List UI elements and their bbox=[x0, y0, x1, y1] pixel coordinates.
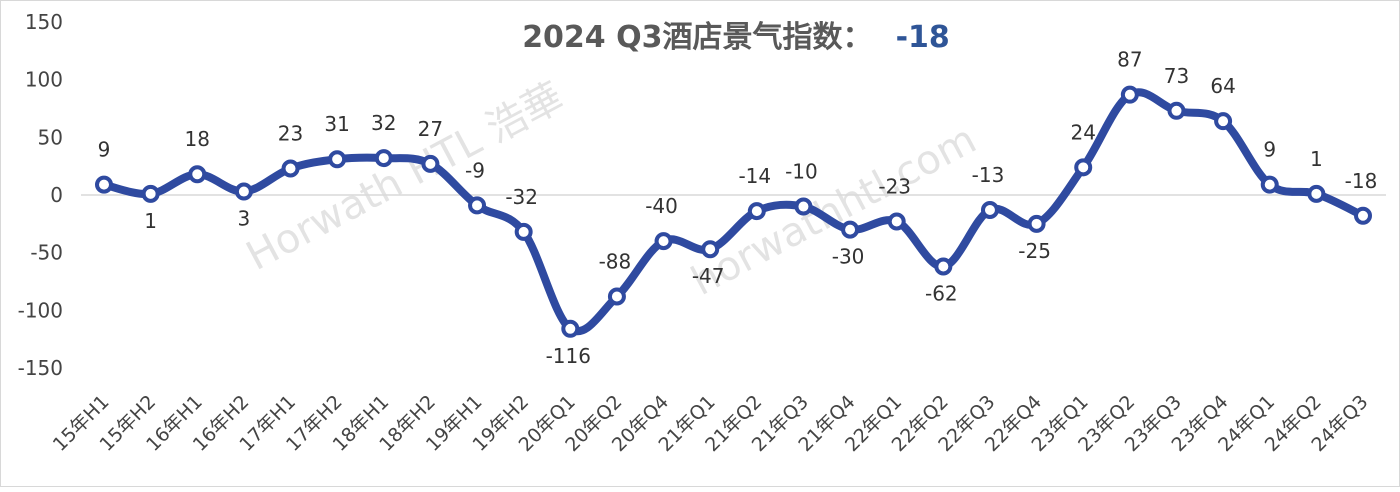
data-label: 64 bbox=[1210, 74, 1235, 98]
data-point bbox=[747, 202, 766, 221]
data-point bbox=[328, 150, 347, 169]
data-label: 23 bbox=[278, 121, 303, 145]
data-point bbox=[1027, 214, 1046, 233]
y-tick-label: -150 bbox=[18, 356, 63, 380]
data-label: 18 bbox=[185, 127, 210, 151]
y-tick-label: -50 bbox=[30, 241, 63, 265]
data-label: -9 bbox=[465, 158, 485, 182]
chart-title-value: -18 bbox=[896, 20, 950, 55]
data-point bbox=[234, 182, 253, 201]
data-label: -47 bbox=[692, 264, 725, 288]
data-label: 1 bbox=[144, 209, 157, 233]
data-point bbox=[281, 159, 300, 178]
data-point bbox=[701, 240, 720, 259]
chart-title-text: 2024 Q3酒店景气指数： bbox=[522, 20, 872, 55]
data-point bbox=[1120, 85, 1139, 104]
data-label: -62 bbox=[925, 282, 958, 306]
data-point bbox=[1074, 158, 1093, 177]
series-line bbox=[100, 88, 1367, 336]
data-label: 24 bbox=[1070, 120, 1095, 144]
data-label: -25 bbox=[1018, 239, 1051, 263]
y-axis: -150 -100 -50 0 50 100 150 bbox=[18, 10, 63, 380]
data-label: 87 bbox=[1117, 48, 1142, 72]
data-point bbox=[95, 175, 113, 194]
data-point bbox=[1307, 184, 1326, 203]
data-point bbox=[654, 232, 673, 251]
x-axis: 15年H115年H216年H116年H217年H117年H218年H118年H2… bbox=[49, 391, 1373, 456]
data-label: 27 bbox=[418, 117, 443, 141]
data-label: -10 bbox=[785, 160, 818, 184]
y-tick-label: 100 bbox=[25, 68, 63, 92]
data-point bbox=[1354, 206, 1372, 225]
y-tick-label: 50 bbox=[38, 125, 63, 149]
data-points bbox=[95, 85, 1372, 338]
data-label: -32 bbox=[505, 185, 538, 209]
data-point bbox=[421, 154, 440, 173]
data-label: -23 bbox=[878, 175, 911, 199]
data-point bbox=[1214, 112, 1233, 131]
y-tick-label: -100 bbox=[18, 298, 63, 322]
data-label: -40 bbox=[645, 194, 678, 218]
chart-title: 2024 Q3酒店景气指数： -18 bbox=[522, 20, 950, 55]
data-point bbox=[374, 149, 393, 168]
data-point bbox=[934, 257, 953, 276]
data-label: 3 bbox=[238, 207, 251, 231]
y-tick-label: 150 bbox=[25, 10, 63, 34]
data-label: 9 bbox=[1263, 138, 1276, 162]
data-label: 73 bbox=[1164, 64, 1189, 88]
data-point bbox=[1260, 175, 1279, 194]
data-label: -14 bbox=[738, 164, 771, 188]
data-label: -116 bbox=[546, 344, 591, 368]
data-label: -13 bbox=[972, 163, 1005, 187]
data-point bbox=[887, 212, 906, 231]
data-labels: 9 1 18 3 23 31 32 27 -9 -32 -116 -88 -40 -47 -14 -10 -30… bbox=[98, 48, 1378, 368]
data-point bbox=[141, 184, 160, 203]
data-label: -30 bbox=[832, 245, 865, 269]
data-label: 32 bbox=[371, 111, 396, 135]
data-point bbox=[468, 196, 487, 215]
data-label: 9 bbox=[98, 138, 111, 162]
y-tick-label: 0 bbox=[50, 183, 63, 207]
data-point bbox=[514, 222, 533, 241]
data-point bbox=[561, 319, 580, 338]
data-point bbox=[607, 287, 626, 306]
data-point bbox=[188, 165, 207, 184]
data-point bbox=[841, 220, 860, 239]
data-point bbox=[980, 200, 999, 219]
watermark-site: horwathhtl.com bbox=[684, 116, 984, 304]
data-label: -18 bbox=[1345, 169, 1378, 193]
data-label: 31 bbox=[324, 112, 349, 136]
data-label: 1 bbox=[1310, 147, 1323, 171]
data-label: -88 bbox=[599, 249, 632, 273]
data-point bbox=[794, 197, 813, 216]
data-point bbox=[1167, 101, 1186, 120]
